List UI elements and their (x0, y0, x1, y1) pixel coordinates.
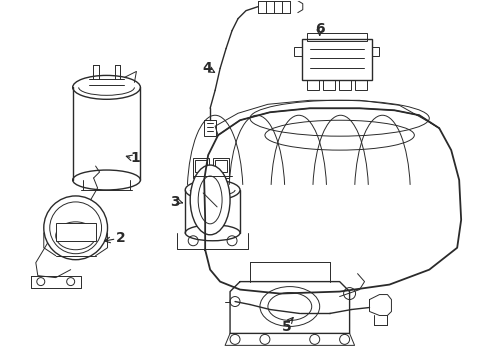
Bar (215, 160, 227, 172)
Bar (195, 160, 207, 172)
Bar (193, 158, 209, 178)
Bar (294, 46, 302, 57)
Text: 1: 1 (130, 151, 140, 165)
Bar (204, 120, 216, 136)
Bar (371, 46, 379, 57)
Text: 3: 3 (171, 195, 180, 209)
Ellipse shape (185, 180, 240, 200)
Text: 6: 6 (315, 22, 324, 36)
Bar (323, 80, 335, 90)
Ellipse shape (185, 225, 240, 241)
Bar (213, 158, 229, 178)
Bar (339, 80, 350, 90)
Bar (307, 80, 318, 90)
Text: 2: 2 (116, 231, 125, 245)
Ellipse shape (73, 170, 141, 190)
Bar (56, 223, 96, 241)
Bar (307, 32, 367, 41)
Text: 4: 4 (202, 62, 212, 76)
Ellipse shape (73, 75, 141, 99)
Bar (355, 80, 367, 90)
Ellipse shape (190, 165, 230, 235)
Bar (302, 39, 371, 80)
Ellipse shape (56, 222, 96, 250)
Text: 5: 5 (282, 320, 292, 334)
